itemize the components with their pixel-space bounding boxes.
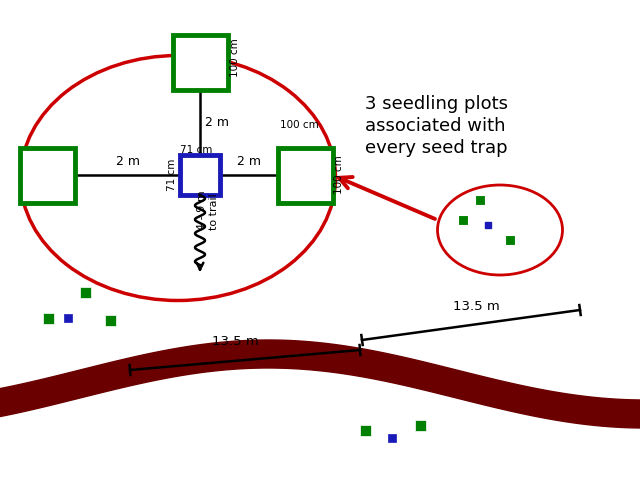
Text: 2 m: 2 m xyxy=(237,155,260,168)
Bar xyxy=(475,195,485,205)
Text: 2 m: 2 m xyxy=(205,116,229,129)
Bar xyxy=(104,314,115,326)
Bar xyxy=(388,434,396,442)
Bar xyxy=(173,35,227,90)
Text: 2 m: 2 m xyxy=(115,155,140,168)
Text: 71 cm: 71 cm xyxy=(180,145,212,155)
Bar xyxy=(505,235,515,245)
Text: 100 cm: 100 cm xyxy=(230,38,239,77)
Text: 13.5 m: 13.5 m xyxy=(212,335,259,348)
Bar xyxy=(42,312,54,324)
Bar xyxy=(20,148,75,203)
Bar xyxy=(415,420,426,430)
Text: 100 cm: 100 cm xyxy=(280,120,318,130)
Text: 100 cm: 100 cm xyxy=(335,155,344,194)
Bar xyxy=(79,286,90,298)
Bar xyxy=(360,425,371,435)
Bar xyxy=(458,215,468,225)
Bar xyxy=(64,314,72,322)
Bar xyxy=(180,155,220,195)
Text: 13.5 m: 13.5 m xyxy=(452,300,499,313)
Bar xyxy=(278,148,333,203)
Text: 71 cm: 71 cm xyxy=(167,159,177,191)
Text: 4 - 9 m
to trail: 4 - 9 m to trail xyxy=(197,190,219,230)
Text: 3 seedling plots
associated with
every seed trap: 3 seedling plots associated with every s… xyxy=(365,95,508,157)
